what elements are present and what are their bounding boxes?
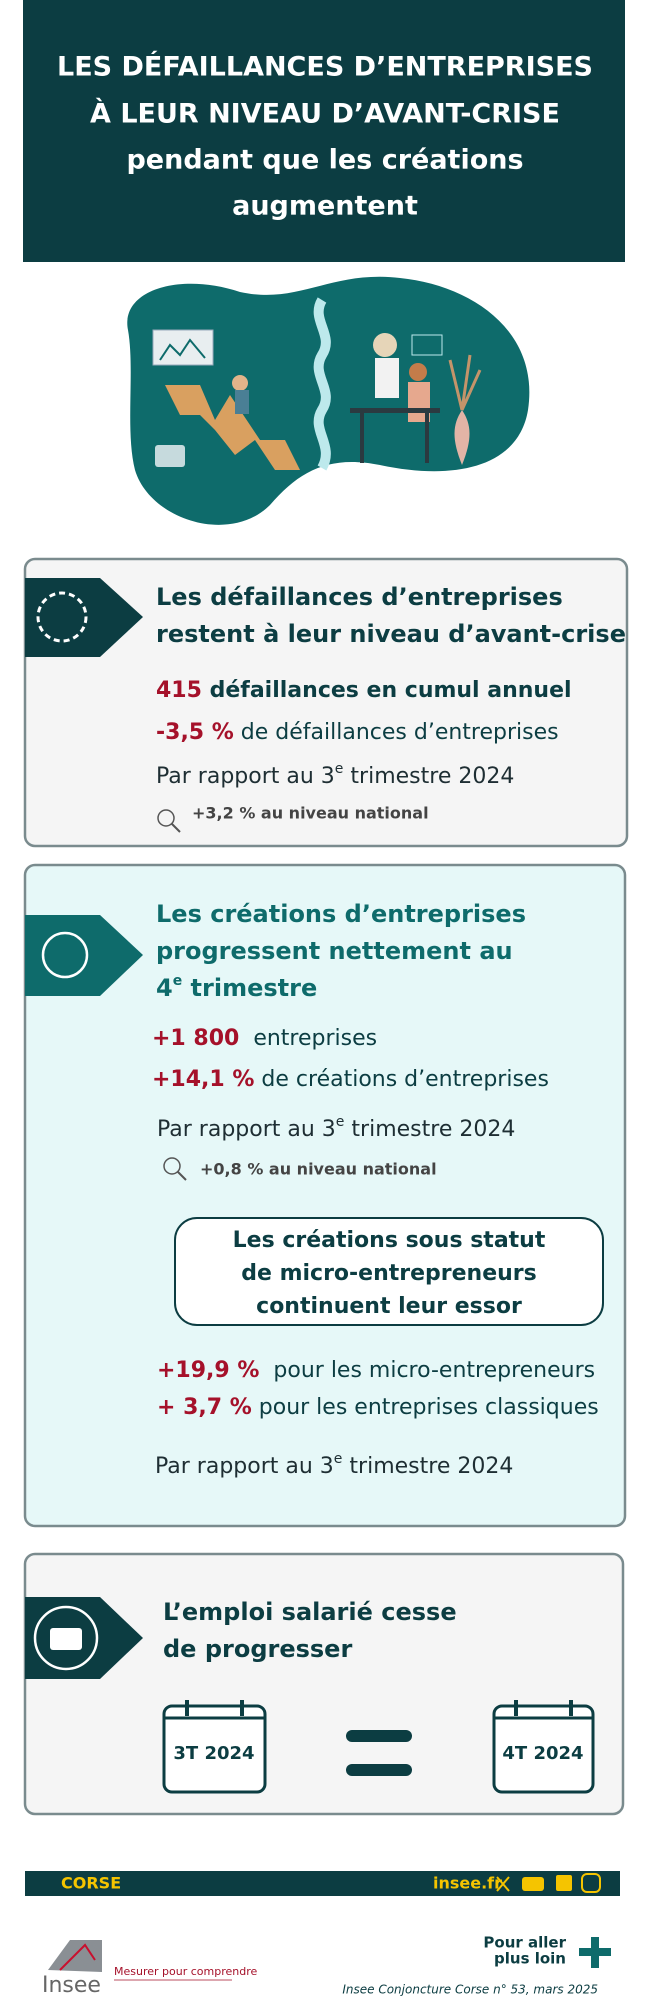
site-link[interactable]: insee.fr <box>433 1874 502 1893</box>
comparison: Par rapport au 3e trimestre 2024 <box>157 1114 515 1142</box>
region: CORSE <box>61 1874 121 1893</box>
magnifier-icon <box>163 1157 181 1175</box>
heading-text: trimestre <box>182 974 317 1002</box>
stat: 415 défaillances en cumul annuel <box>156 678 572 703</box>
heading: Les défaillances d’entreprises <box>156 583 563 611</box>
stat-text: entreprises <box>239 1026 377 1051</box>
tagline: Mesurer pour comprendre <box>114 1965 257 1978</box>
callout-text: de micro-entrepreneurs <box>241 1261 537 1286</box>
x-icon[interactable] <box>496 1876 510 1892</box>
comparison-text: Par rapport au 3 <box>156 764 335 789</box>
comparison-text: Par rapport au 3 <box>155 1454 334 1479</box>
stat-text: de créations d’entreprises <box>254 1067 549 1092</box>
stat: +14,1 % de créations d’entreprises <box>152 1067 549 1092</box>
comparison: Par rapport au 3e trimestre 2024 <box>155 1451 513 1479</box>
source: Insee Conjoncture Corse n° 53, mars 2025 <box>342 1983 598 1997</box>
stat-text: pour les entreprises classiques <box>252 1395 599 1420</box>
stat: +1 800 entreprises <box>152 1026 377 1051</box>
superscript: e <box>335 761 344 777</box>
stat-value: +19,9 % <box>157 1358 259 1383</box>
comparison: Par rapport au 3e trimestre 2024 <box>156 761 514 789</box>
heading: Les créations d’entreprises <box>156 900 526 928</box>
heading: L’emploi salarié cesse <box>163 1598 457 1626</box>
comparison-text: Par rapport au 3 <box>157 1117 336 1142</box>
stat: +19,9 % pour les micro-entrepreneurs <box>157 1358 595 1383</box>
icon-gear <box>36 591 88 643</box>
heading: restent à leur niveau d’avant-crise <box>156 620 626 648</box>
comparison-text: trimestre 2024 <box>344 1117 515 1142</box>
title: À LEUR NIVEAU D’AVANT-CRISE <box>90 98 560 130</box>
magnifier-icon <box>177 1171 187 1181</box>
header-band <box>23 0 625 262</box>
stat-value: + 3,7 % <box>157 1395 252 1420</box>
icon-ideas <box>41 931 89 979</box>
heading-text: 4 <box>156 974 173 1002</box>
magnifier-icon <box>157 809 175 827</box>
footer-band <box>25 1871 620 1896</box>
section-icon <box>25 1597 143 1679</box>
title: augmentent <box>232 191 418 222</box>
stat: -3,5 % de défaillances d’entreprises <box>156 720 559 745</box>
icon-briefcase <box>33 1605 99 1671</box>
calendar <box>162 1700 267 1794</box>
heading: progressent nettement au <box>156 937 513 965</box>
more-link[interactable]: plus loin <box>494 1950 566 1968</box>
youtube-icon[interactable] <box>522 1877 544 1891</box>
national: +3,2 % au niveau national <box>192 804 429 823</box>
card <box>23 557 629 848</box>
stat-text: pour les micro-entrepreneurs <box>259 1358 595 1383</box>
superscript: e <box>336 1114 345 1130</box>
calendar <box>492 1700 595 1794</box>
callout-text: Les créations sous statut <box>233 1228 546 1253</box>
callout <box>174 1217 604 1326</box>
stat-value: 415 <box>156 678 202 703</box>
title: LES DÉFAILLANCES D’ENTREPRISES <box>57 51 593 83</box>
stat-value: -3,5 % <box>156 720 234 745</box>
national: +0,8 % au niveau national <box>200 1160 437 1179</box>
logo-mark <box>59 1943 96 1971</box>
section-icon <box>25 578 143 657</box>
illustration <box>127 276 530 525</box>
comparison-text: trimestre 2024 <box>343 764 514 789</box>
calendar-label: 3T 2024 <box>173 1743 254 1764</box>
superscript: e <box>173 973 183 989</box>
stat-text: défaillances en cumul annuel <box>202 678 572 703</box>
stat-value: +14,1 % <box>152 1067 254 1092</box>
calendar-label: 4T 2024 <box>502 1743 583 1764</box>
instagram-icon[interactable] <box>581 1873 601 1893</box>
more-link[interactable]: Pour aller <box>483 1934 566 1952</box>
stat: + 3,7 % pour les entreprises classiques <box>157 1395 599 1420</box>
plus-icon[interactable] <box>579 1937 611 1968</box>
callout-text: continuent leur essor <box>256 1294 522 1319</box>
stat-value: +1 800 <box>152 1026 239 1051</box>
superscript: e <box>334 1451 343 1467</box>
linkedin-icon[interactable] <box>556 1875 572 1891</box>
title: pendant que les créations <box>126 145 523 176</box>
card <box>23 863 627 1528</box>
magnifier-icon <box>171 823 181 833</box>
stat-text: de défaillances d’entreprises <box>234 720 559 745</box>
heading: 4e trimestre <box>156 973 317 1002</box>
icon-briefcase <box>50 1628 82 1650</box>
comparison-text: trimestre 2024 <box>342 1454 513 1479</box>
heading: de progresser <box>163 1635 352 1663</box>
logo-text: Insee <box>42 1973 101 1998</box>
